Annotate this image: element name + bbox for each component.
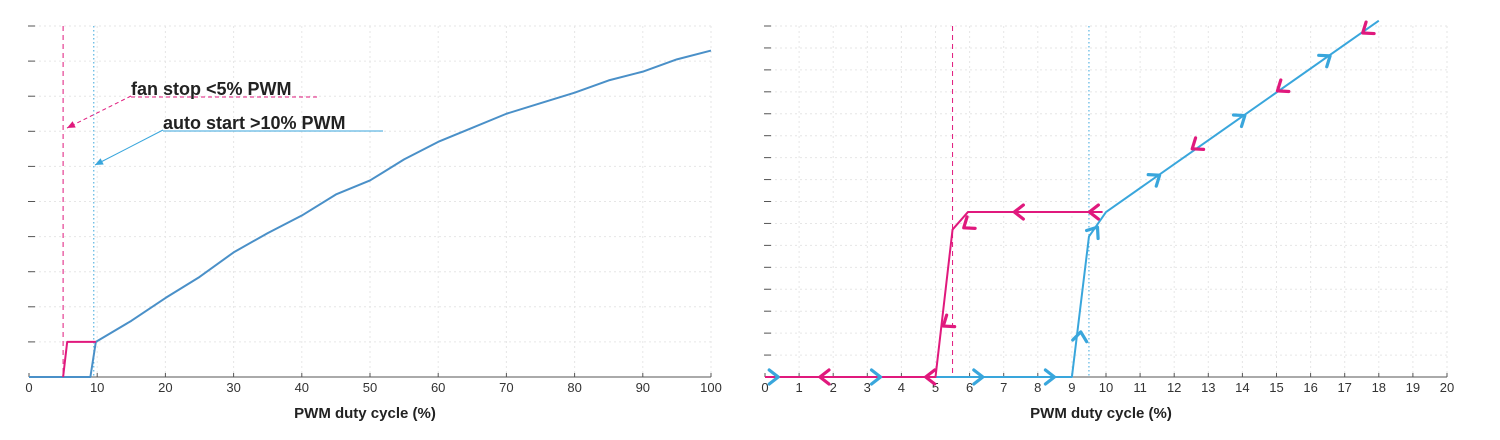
direction-arrow [818, 368, 831, 386]
x-tick-label: 7 [1000, 380, 1007, 395]
x-tick-label: 0 [25, 380, 32, 395]
direction-arrow [1071, 330, 1089, 344]
direction-arrow [1275, 78, 1291, 94]
direction-arrow [869, 368, 883, 386]
arrow-chevron [1043, 368, 1057, 386]
arrow-chevron [1084, 225, 1100, 241]
x-axis-label: PWM duty cycle (%) [1030, 405, 1172, 422]
direction-arrow [767, 368, 780, 386]
x-tick-label: 60 [431, 380, 445, 395]
x-tick-label: 13 [1201, 380, 1215, 395]
arrow-chevron [972, 368, 985, 386]
arrow-chevron [1146, 173, 1162, 188]
x-tick-label: 15 [1269, 380, 1283, 395]
x-tick-label: 20 [1440, 380, 1454, 395]
series-line-1 [29, 49, 712, 378]
annotation-leader [94, 129, 164, 166]
x-tick-label: 12 [1167, 380, 1181, 395]
direction-arrow [962, 215, 977, 230]
x-tick-label: 1 [795, 380, 802, 395]
arrow-chevron [924, 368, 937, 386]
arrow-chevron [1190, 136, 1206, 151]
chart-panel-1: 0 10 20 30 40 50 60 70 80 90 100 PWM duty cycle (%)… [25, 25, 722, 422]
x-tick-label: 4 [898, 380, 905, 395]
direction-arrow [972, 368, 985, 386]
direction-arrow [941, 313, 957, 329]
annotation-arrowhead [67, 121, 76, 128]
x-tick-label: 80 [567, 380, 581, 395]
x-axis-label: PWM duty cycle (%) [294, 405, 436, 422]
x-tick-label: 17 [1337, 380, 1351, 395]
x-tick-label: 50 [363, 380, 377, 395]
arrow-chevron [1231, 113, 1247, 129]
x-tick-label: 5 [932, 380, 939, 395]
direction-arrow [1190, 136, 1206, 151]
arrow-chevron [1275, 78, 1291, 94]
direction-arrow [1043, 368, 1057, 386]
arrow-chevron [962, 215, 977, 230]
x-tick-label: 90 [636, 380, 650, 395]
direction-arrow [1084, 225, 1100, 241]
arrowhead-shape [67, 121, 76, 128]
arrow-chevron [1012, 203, 1025, 221]
direction-arrow [1231, 113, 1247, 129]
series-line-2 [62, 340, 96, 378]
arrow-chevron [767, 368, 780, 386]
arrow-chevron [1361, 20, 1376, 36]
x-tick-label: 18 [1372, 380, 1386, 395]
direction-arrow [1012, 203, 1025, 221]
x-tick-label: 8 [1034, 380, 1041, 395]
x-tick-label: 3 [864, 380, 871, 395]
arrow-chevron [818, 368, 831, 386]
arrow-chevron [1317, 53, 1332, 69]
arrowhead-shape [95, 158, 104, 165]
direction-arrow [924, 368, 937, 386]
x-tick-label: 11 [1133, 380, 1147, 395]
x-tick-label: 19 [1406, 380, 1420, 395]
x-tick-label: 10 [90, 380, 104, 395]
annotation-label: fan stop <5% PWM [131, 79, 292, 99]
annotation-label: auto start >10% PWM [163, 113, 346, 133]
direction-arrow [1146, 173, 1162, 188]
series-line-1 [765, 19, 1380, 378]
x-tick-label: 16 [1303, 380, 1317, 395]
x-tick-label: 10 [1099, 380, 1113, 395]
x-tick-label: 6 [966, 380, 973, 395]
annotation-leader [66, 95, 132, 129]
arrow-chevron [1071, 330, 1089, 344]
x-tick-label: 40 [295, 380, 309, 395]
x-tick-label: 20 [158, 380, 172, 395]
annotation-arrowhead [95, 158, 104, 165]
direction-arrow [1317, 53, 1332, 69]
arrow-chevron [1087, 203, 1100, 221]
x-tick-label: 0 [761, 380, 768, 395]
series-line-2 [765, 211, 1103, 378]
direction-arrow [1087, 203, 1100, 221]
x-tick-label: 100 [700, 380, 722, 395]
x-tick-label: 70 [499, 380, 513, 395]
arrow-chevron [941, 313, 957, 329]
x-tick-label: 2 [830, 380, 837, 395]
x-tick-label: 30 [226, 380, 240, 395]
x-tick-label: 9 [1068, 380, 1075, 395]
direction-arrow [1361, 20, 1376, 36]
x-tick-label: 14 [1235, 380, 1249, 395]
arrow-chevron [869, 368, 883, 386]
